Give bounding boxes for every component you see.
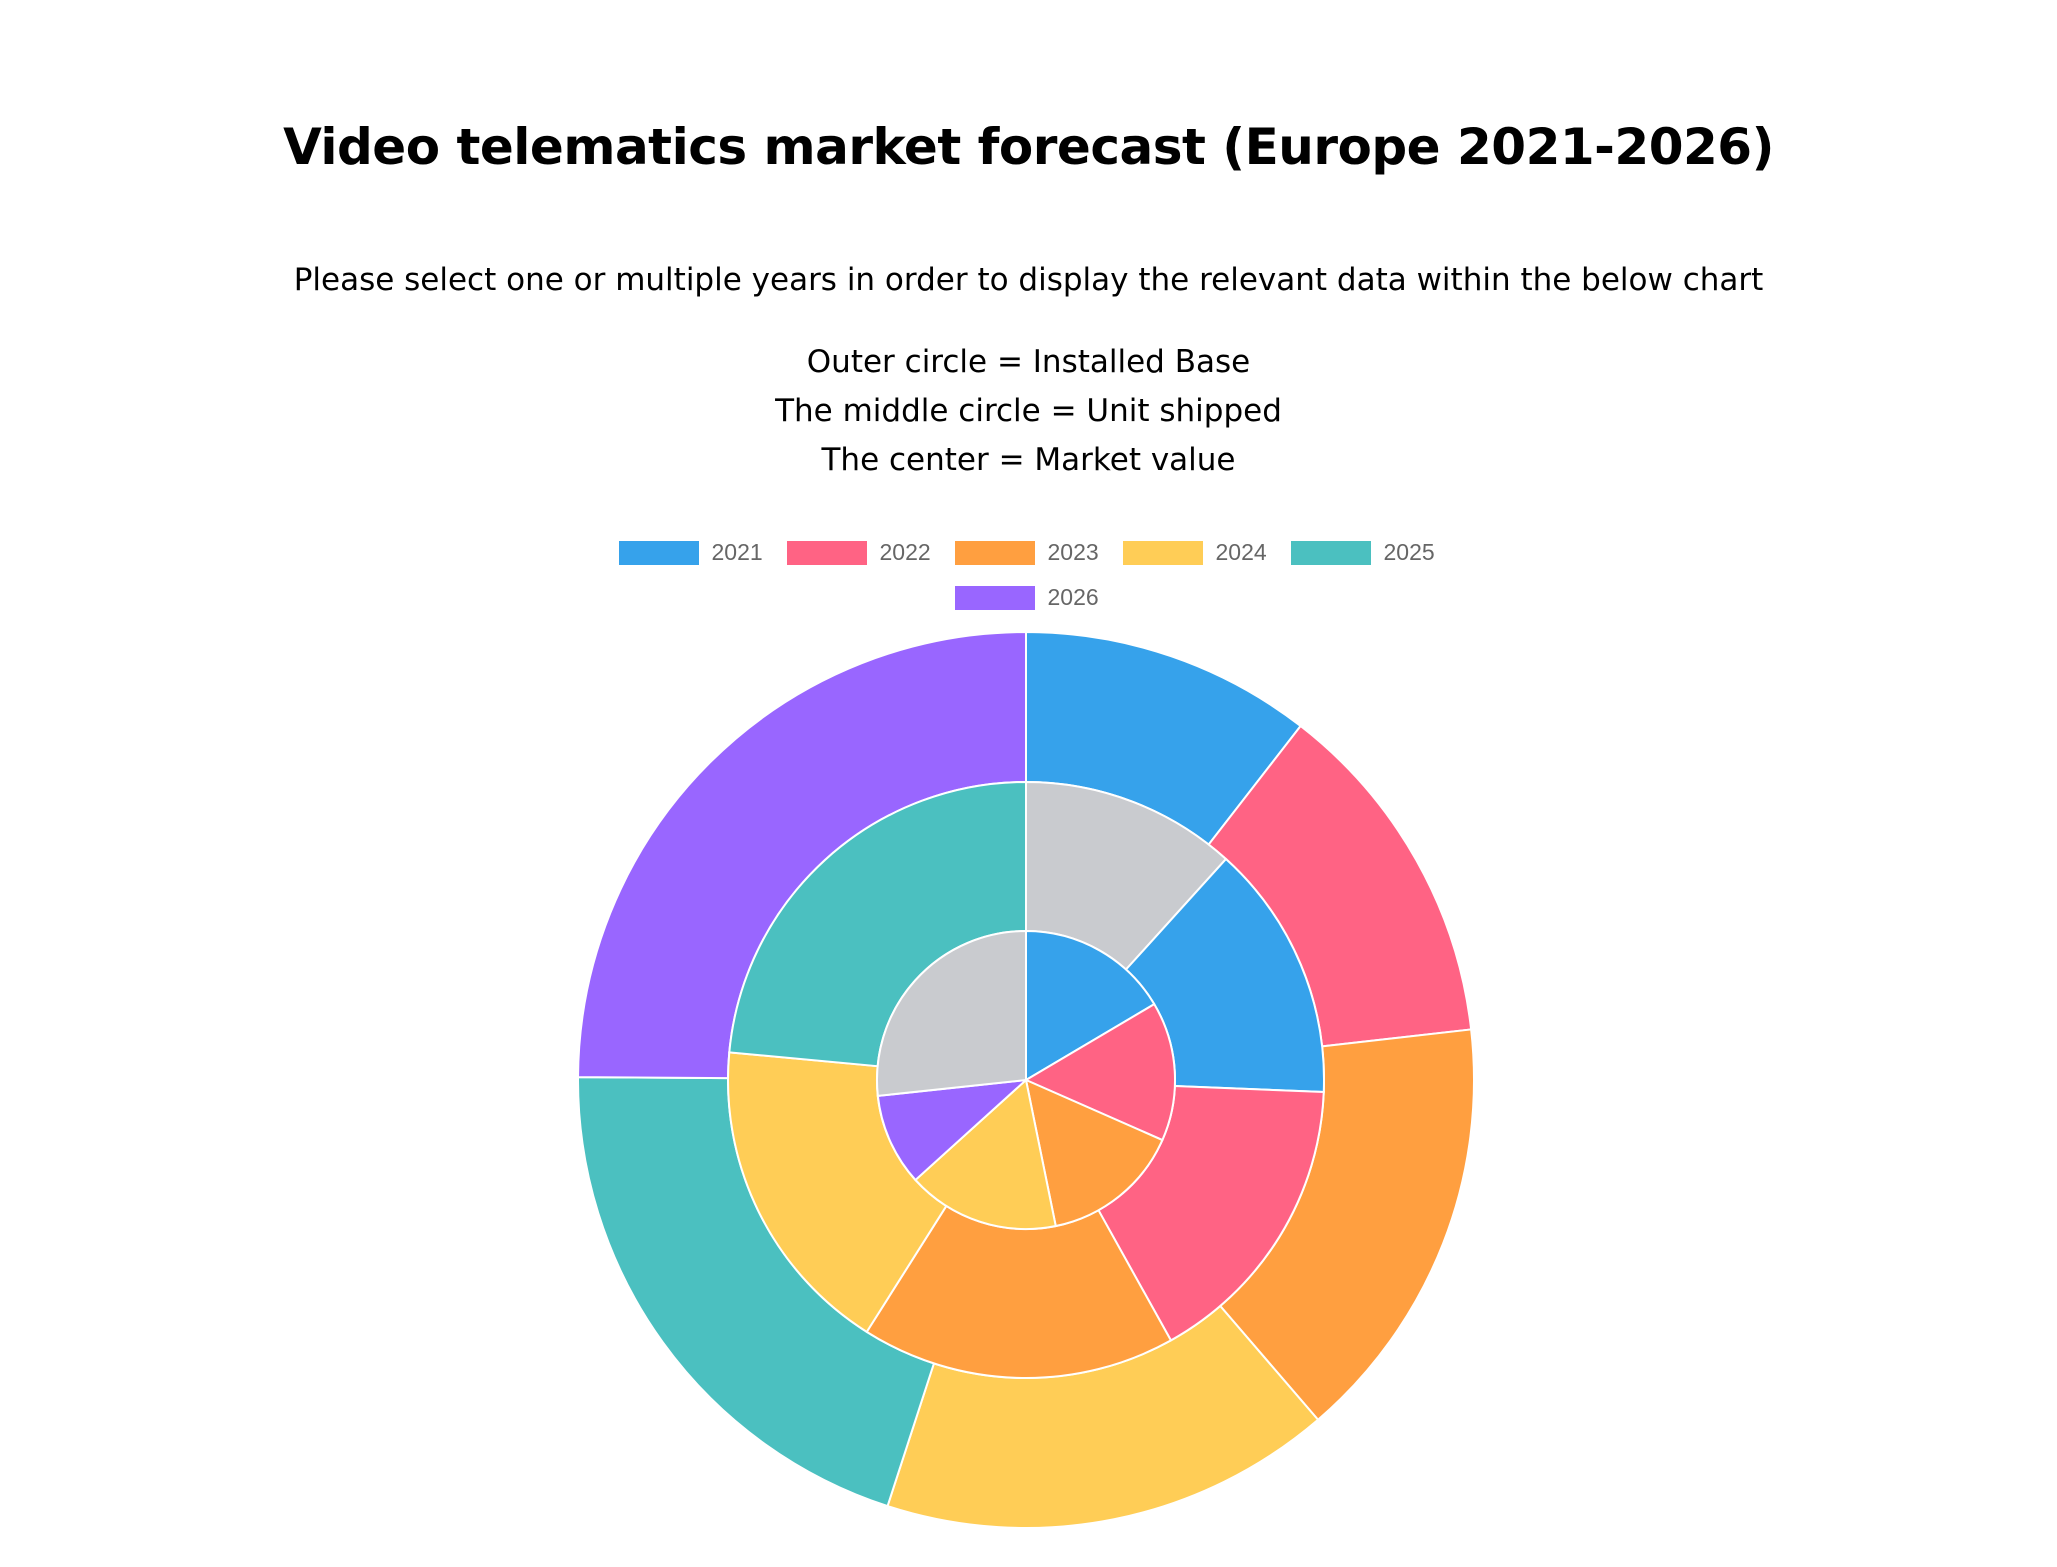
legend-item-2022[interactable]: 2022	[786, 539, 935, 566]
legend-swatch	[1122, 540, 1203, 565]
explanation-center: The center = Market value	[821, 442, 1236, 478]
legend-item-2023[interactable]: 2023	[954, 539, 1103, 566]
explanation-outer: Outer circle = Installed Base	[806, 344, 1251, 380]
center-ring-slice-2024[interactable]	[914, 1078, 1057, 1230]
legend-label: 2025	[1383, 539, 1435, 565]
legend-row: 2026	[0, 575, 2057, 620]
legend-swatch	[954, 585, 1035, 610]
legend-item-2024[interactable]: 2024	[1122, 539, 1271, 566]
explanation-middle: The middle circle = Unit shipped	[775, 393, 1282, 429]
legend-label: 2023	[1047, 539, 1099, 565]
legend-label: 2024	[1215, 539, 1267, 565]
legend-label: 2026	[1047, 584, 1099, 610]
legend-swatch	[618, 540, 699, 565]
legend-row: 2021 2022 2023 2024 2025	[0, 530, 2057, 575]
center-ring-slice-2026[interactable]	[876, 1078, 1029, 1182]
instructions-text: Please select one or multiple years in o…	[293, 262, 1764, 298]
legend-item-2026[interactable]: 2026	[954, 584, 1103, 611]
center-ring-slice-other[interactable]	[876, 929, 1027, 1097]
legend-swatch	[954, 540, 1035, 565]
legend-label: 2022	[879, 539, 931, 565]
chart-title: Video telematics market forecast (Europe…	[283, 118, 1774, 176]
legend-swatch	[786, 540, 867, 565]
legend-item-2021[interactable]: 2021	[618, 539, 767, 566]
center-ring-slice-2022[interactable]	[1023, 1002, 1176, 1142]
legend-item-2025[interactable]: 2025	[1290, 539, 1439, 566]
legend-swatch	[1290, 540, 1371, 565]
center-ring-slice-2023[interactable]	[1024, 1078, 1164, 1228]
chart-legend: 2021 2022 2023 2024 2025 2026	[0, 530, 2057, 620]
legend-label: 2021	[711, 539, 763, 565]
center-ring-slice-2021[interactable]	[1025, 929, 1156, 1082]
ring-explanation: Outer circle = Installed Base The middle…	[0, 338, 2057, 485]
